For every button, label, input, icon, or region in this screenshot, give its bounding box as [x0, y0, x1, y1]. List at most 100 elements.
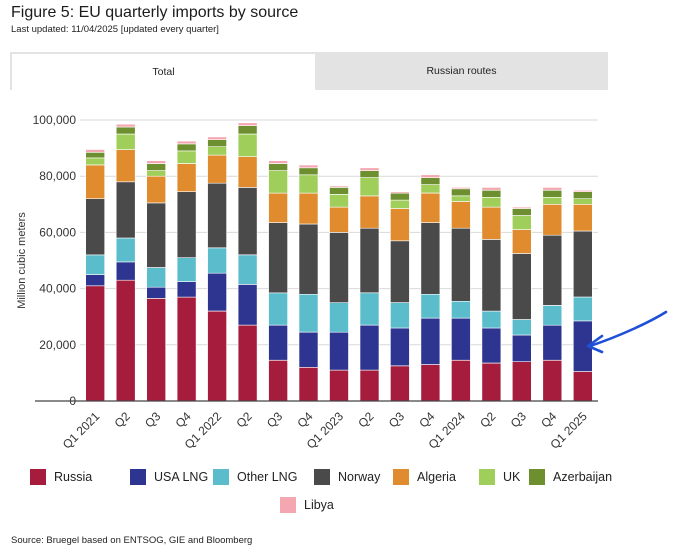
bar-segment-algeria: [268, 192, 288, 223]
hand-drawn-arrow-icon: [586, 310, 668, 354]
legend-swatch: [529, 469, 545, 485]
bar-segment-libya: [359, 167, 380, 171]
bar-segment-other-lng: [298, 293, 319, 333]
bar-segment-other-lng: [420, 293, 441, 319]
bar-segment-usa-lng: [359, 324, 380, 371]
bar-segment-norway: [176, 191, 197, 258]
bar-segment-uk: [420, 184, 441, 194]
bar-segment-other-lng: [359, 292, 380, 326]
bar-segment-algeria: [207, 154, 227, 184]
legend-item-usa-lng: USA LNG: [130, 468, 208, 486]
bar-segment-usa-lng: [146, 286, 166, 299]
bar-segment-libya: [115, 123, 136, 128]
bar-segment-usa-lng: [115, 261, 136, 281]
bar-segment-uk: [146, 170, 166, 177]
bar-segment-other-lng: [268, 292, 288, 326]
bar-segment-libya: [572, 190, 593, 193]
bar-segment-norway: [481, 239, 502, 312]
bar-segment-norway: [359, 227, 380, 294]
bar-segment-libya: [451, 187, 471, 190]
bar-segment-libya: [511, 206, 532, 209]
bar-segment-norway: [511, 253, 532, 320]
legend-item-azerbaijan: Azerbaijan: [529, 468, 612, 486]
y-tick-label: 60,000: [39, 225, 76, 239]
x-tick-label: Q1 2021: [60, 409, 103, 452]
bar-segment-uk: [542, 197, 563, 205]
bar-segment-azerbaijan: [85, 151, 105, 159]
x-tick-label: Q3: [264, 409, 285, 430]
bar-segment-libya: [329, 185, 349, 188]
legend-swatch: [314, 469, 330, 485]
last-updated-text: Last updated: 11/04/2025 [updated every …: [11, 24, 219, 35]
bar-segment-azerbaijan: [146, 163, 166, 171]
bar-segment-usa-lng: [390, 327, 410, 367]
y-tick-label: 40,000: [39, 282, 76, 296]
bar-segment-uk: [481, 197, 502, 208]
bar-segment-algeria: [420, 192, 441, 223]
bar-segment-russia: [542, 359, 563, 402]
bar-segment-algeria: [237, 156, 258, 188]
bar-segment-uk: [390, 199, 410, 209]
bar-segment-azerbaijan: [359, 170, 380, 178]
x-tick-label: Q2: [233, 409, 254, 430]
bar-segment-usa-lng: [511, 334, 532, 363]
legend-item-uk: UK: [479, 468, 520, 486]
bar-segment-russia: [511, 361, 532, 402]
bar-segment-other-lng: [146, 267, 166, 288]
bar-segment-azerbaijan: [420, 177, 441, 185]
bar-segment-uk: [359, 177, 380, 197]
legend-swatch: [393, 469, 409, 485]
bar-segment-russia: [237, 324, 258, 402]
bar-segment-libya: [207, 136, 227, 141]
bar-segment-libya: [542, 187, 563, 191]
bar-segment-azerbaijan: [329, 187, 349, 195]
bar-segment-libya: [176, 140, 197, 145]
bar-segment-azerbaijan: [481, 190, 502, 198]
bar-segment-algeria: [329, 206, 349, 233]
tab-total[interactable]: Total: [12, 54, 315, 90]
x-tick-label: Q4: [294, 409, 315, 430]
bar-segment-algeria: [115, 149, 136, 183]
chart-title: Figure 5: EU quarterly imports by source: [11, 4, 299, 21]
bar-segment-uk: [572, 198, 593, 205]
legend-label: UK: [503, 470, 521, 484]
bar-segment-azerbaijan: [390, 192, 410, 201]
bar-segment-other-lng: [85, 254, 105, 275]
bar-segment-russia: [329, 369, 349, 402]
legend-item-algeria: Algeria: [393, 468, 456, 486]
bar-segment-azerbaijan: [451, 188, 471, 197]
bar-segment-libya: [298, 164, 319, 169]
legend-item-norway: Norway: [314, 468, 380, 486]
legend-label: Norway: [338, 470, 381, 484]
legend-swatch: [213, 469, 229, 485]
bar-segment-azerbaijan: [572, 191, 593, 199]
bar-segment-norway: [329, 232, 349, 303]
bar-segment-libya: [237, 122, 258, 126]
bar-segment-other-lng: [481, 310, 502, 329]
bar-segment-other-lng: [115, 237, 136, 263]
bar-segment-algeria: [511, 229, 532, 254]
x-tick-label: Q3: [142, 409, 163, 430]
bar-segment-other-lng: [511, 319, 532, 336]
bar-segment-azerbaijan: [115, 126, 136, 135]
bar-segment-algeria: [542, 204, 563, 236]
bar-segment-azerbaijan: [207, 139, 227, 148]
bar-segment-russia: [85, 285, 105, 402]
bar-segment-usa-lng: [542, 324, 563, 361]
bar-segment-russia: [390, 365, 410, 402]
bar-segment-uk: [207, 146, 227, 156]
bar-segment-russia: [420, 364, 441, 402]
chart-tabs: Total Russian routes: [10, 52, 608, 90]
bar-segment-other-lng: [329, 302, 349, 333]
legend-label: Algeria: [417, 470, 456, 484]
stacked-bar-chart: 020,00040,00060,00080,000100,000Million …: [16, 113, 598, 452]
bar-segment-azerbaijan: [511, 208, 532, 216]
bar-segment-usa-lng: [237, 284, 258, 326]
bar-segment-uk: [451, 195, 471, 202]
bar-segment-usa-lng: [329, 331, 349, 371]
bar-segment-norway: [542, 234, 563, 306]
bar-segment-libya: [390, 191, 410, 194]
bar-segment-algeria: [176, 163, 197, 192]
y-axis-label: Million cubic meters: [16, 212, 28, 309]
tab-russian-routes[interactable]: Russian routes: [426, 65, 497, 77]
